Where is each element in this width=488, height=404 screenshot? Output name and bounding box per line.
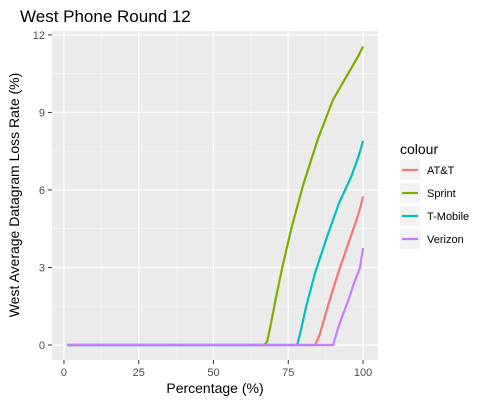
y-axis: 0 3 6 9 12 [33, 30, 52, 352]
y-tick-label: 3 [39, 262, 45, 274]
y-tick-label: 12 [33, 30, 45, 42]
legend-label-verizon: Verizon [427, 234, 464, 246]
series-layer [66, 46, 365, 347]
x-axis-label: Percentage (%) [166, 380, 263, 396]
legend: colour AT&T Sprint T-Mobile Verizon [400, 141, 469, 249]
y-tick-label: 9 [39, 107, 45, 119]
x-axis: 0 25 50 75 100 [61, 360, 372, 379]
legend-label-sprint: Sprint [427, 188, 456, 200]
series-line-sprint [66, 46, 365, 347]
legend-label-at-t: AT&T [427, 165, 455, 177]
x-tick-label: 75 [282, 367, 294, 379]
y-tick-label: 0 [39, 340, 45, 352]
x-tick-label: 25 [133, 367, 145, 379]
x-tick-label: 100 [354, 367, 372, 379]
legend-title: colour [400, 141, 438, 157]
y-axis-label: West Average Datagram Loss Rate (%) [6, 73, 22, 318]
legend-label-t-mobile: T-Mobile [427, 211, 469, 223]
y-tick-label: 6 [39, 185, 45, 197]
x-tick-label: 50 [207, 367, 219, 379]
series-line-at-t [66, 196, 365, 347]
chart-title: West Phone Round 12 [20, 7, 191, 26]
x-tick-label: 0 [61, 367, 67, 379]
series-line-verizon [66, 247, 365, 347]
plot-panel [52, 31, 378, 360]
legend-items: AT&T Sprint T-Mobile Verizon [400, 160, 469, 249]
series-line-t-mobile [66, 140, 365, 347]
minor-gridlines [52, 31, 378, 360]
